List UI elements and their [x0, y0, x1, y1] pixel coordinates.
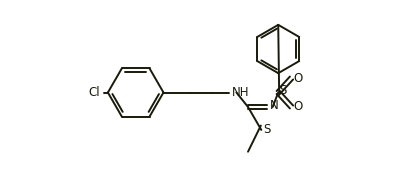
Text: Cl: Cl — [88, 86, 100, 99]
Text: O: O — [293, 72, 303, 85]
Text: S: S — [279, 84, 287, 97]
Text: O: O — [293, 100, 303, 113]
Text: N: N — [270, 99, 279, 112]
Text: NH: NH — [231, 86, 249, 99]
Text: S: S — [264, 123, 271, 136]
